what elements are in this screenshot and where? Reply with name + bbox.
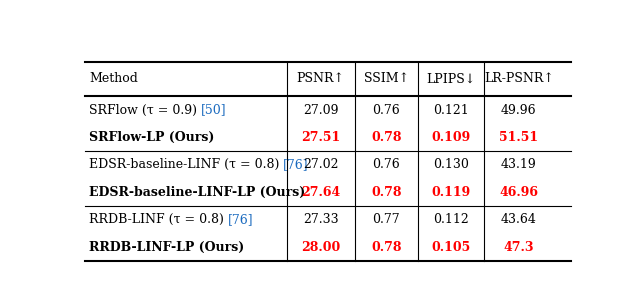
Text: 0.105: 0.105 (431, 241, 470, 254)
Text: EDSR-baseline-LINF-LP (Ours): EDSR-baseline-LINF-LP (Ours) (89, 186, 305, 199)
Text: SRFlow-LP (Ours): SRFlow-LP (Ours) (89, 131, 214, 144)
Text: 0.78: 0.78 (371, 186, 401, 199)
Text: 0.78: 0.78 (371, 131, 401, 144)
Text: 43.64: 43.64 (501, 213, 537, 226)
Text: 27.64: 27.64 (301, 186, 340, 199)
Text: 27.02: 27.02 (303, 158, 339, 172)
Text: RRDB-LINF-LP (Ours): RRDB-LINF-LP (Ours) (89, 241, 244, 254)
Text: 0.119: 0.119 (431, 186, 470, 199)
Text: 43.19: 43.19 (501, 158, 537, 172)
Text: 0.109: 0.109 (431, 131, 470, 144)
Text: 0.112: 0.112 (433, 213, 468, 226)
Text: 27.09: 27.09 (303, 104, 339, 116)
Text: RRDB-LINF (τ = 0.8): RRDB-LINF (τ = 0.8) (89, 213, 228, 226)
Text: EDSR-baseline-LINF (τ = 0.8): EDSR-baseline-LINF (τ = 0.8) (89, 158, 284, 172)
Text: 28.00: 28.00 (301, 241, 340, 254)
Text: [76]: [76] (228, 213, 253, 226)
Text: 0.76: 0.76 (372, 158, 400, 172)
Text: 46.96: 46.96 (499, 186, 538, 199)
Text: 0.77: 0.77 (372, 213, 400, 226)
Text: 27.33: 27.33 (303, 213, 339, 226)
Text: 47.3: 47.3 (504, 241, 534, 254)
Text: 0.76: 0.76 (372, 104, 400, 116)
Text: 0.121: 0.121 (433, 104, 468, 116)
Text: PSNR↑: PSNR↑ (297, 73, 345, 85)
Text: LPIPS↓: LPIPS↓ (426, 73, 476, 85)
Text: 51.51: 51.51 (499, 131, 538, 144)
Text: SSIM↑: SSIM↑ (364, 73, 409, 85)
Text: 0.130: 0.130 (433, 158, 468, 172)
Text: 49.96: 49.96 (501, 104, 536, 116)
Text: LR-PSNR↑: LR-PSNR↑ (484, 73, 554, 85)
Text: 27.51: 27.51 (301, 131, 340, 144)
Text: [76]: [76] (284, 158, 309, 172)
Text: Method: Method (89, 73, 138, 85)
Text: SRFlow (τ = 0.9): SRFlow (τ = 0.9) (89, 104, 201, 116)
Text: 0.78: 0.78 (371, 241, 401, 254)
Text: [50]: [50] (201, 104, 227, 116)
